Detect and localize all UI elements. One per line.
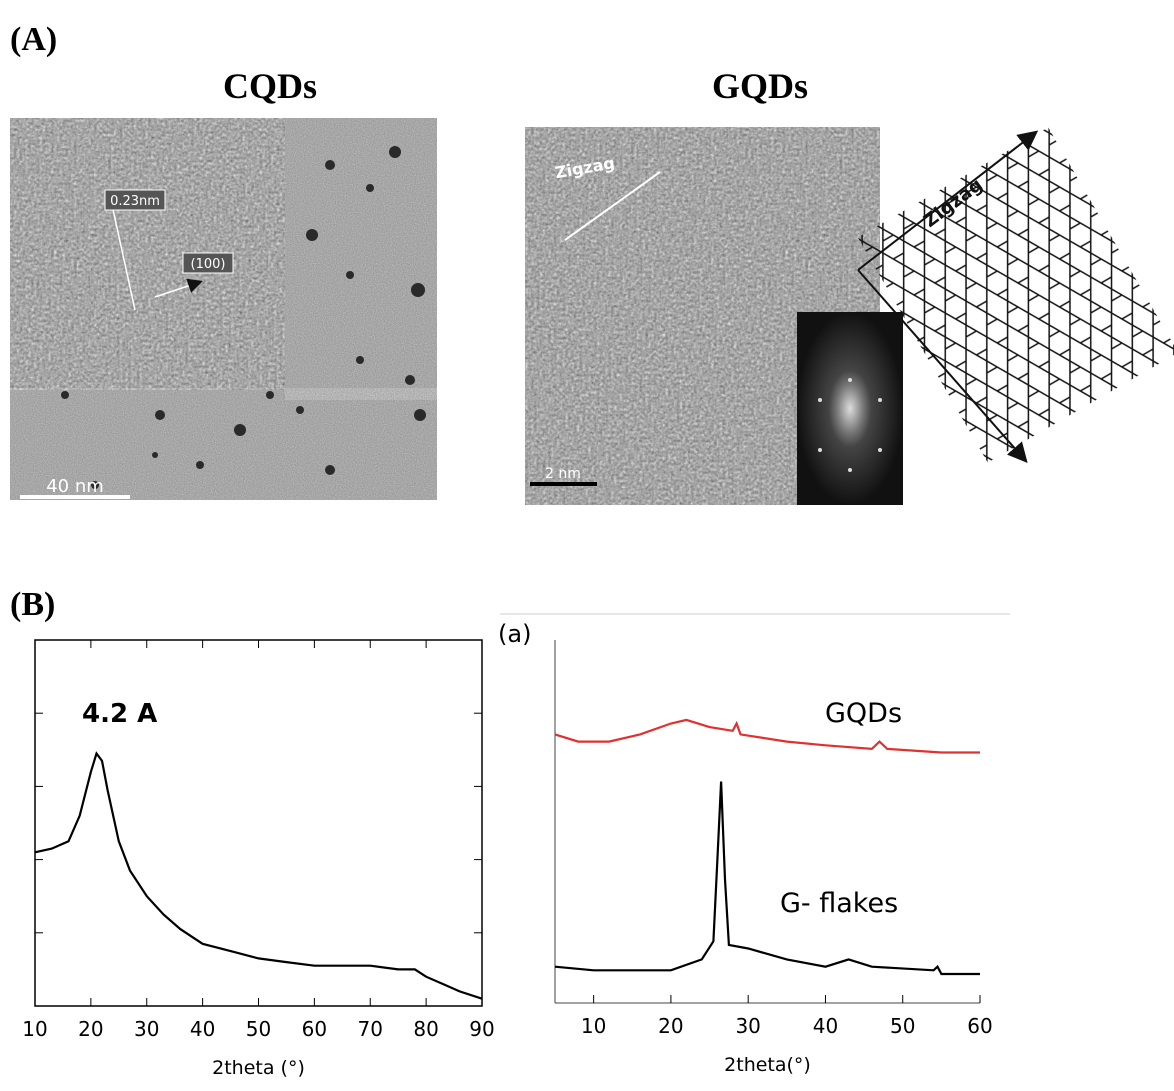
panel-label: (A) — [10, 21, 57, 58]
x-axis-label: 2theta(°) — [724, 1054, 811, 1076]
x-tick-label: 50 — [890, 1014, 915, 1038]
x-tick-label: 20 — [658, 1014, 683, 1038]
series-label: G- flakes — [780, 888, 898, 919]
x-tick-label: 50 — [246, 1017, 271, 1041]
image-title: GQDs — [712, 66, 808, 106]
x-tick-label: 60 — [302, 1017, 327, 1041]
x-tick-label: 60 — [967, 1014, 992, 1038]
tem-image: Zigzag 2 nm — [525, 127, 903, 505]
annotation: (a) — [498, 620, 531, 648]
x-axis-label: 2theta (°) — [212, 1057, 305, 1079]
x-tick-label: 70 — [358, 1017, 383, 1041]
x-tick-label: 40 — [813, 1014, 838, 1038]
honeycomb-diagram: Zigzag — [857, 127, 1174, 464]
x-tick-label: 20 — [78, 1017, 103, 1041]
x-tick-label: 90 — [469, 1017, 494, 1041]
data-line — [554, 718, 980, 754]
image-label: (100) — [191, 257, 226, 272]
scale-label: 40 nm — [46, 476, 104, 497]
image-title: CQDs — [223, 66, 317, 106]
plot-frame — [34, 639, 483, 1007]
image-label: 0.23nm — [110, 194, 160, 209]
panel-label: (B) — [10, 586, 55, 623]
x-tick-label: 80 — [413, 1017, 438, 1041]
x-tick-label: 40 — [190, 1017, 215, 1041]
x-tick-label: 30 — [134, 1017, 159, 1041]
series-label: GQDs — [825, 698, 902, 729]
tem-image: 0.23nm (100) 40 nm — [10, 118, 437, 500]
x-tick-label: 10 — [581, 1014, 606, 1038]
x-tick-label: 30 — [735, 1014, 760, 1038]
annotation: 4.2 A — [82, 699, 157, 729]
data-line — [554, 781, 980, 976]
data-line — [34, 751, 483, 1000]
scale-label: 2 nm — [545, 466, 581, 482]
x-tick-label: 10 — [22, 1017, 47, 1041]
